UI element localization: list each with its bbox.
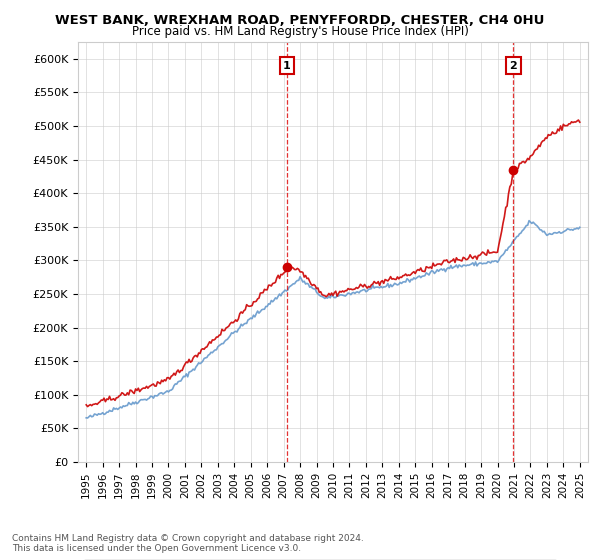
Text: Contains HM Land Registry data © Crown copyright and database right 2024.
This d: Contains HM Land Registry data © Crown c… xyxy=(12,534,364,553)
Text: Price paid vs. HM Land Registry's House Price Index (HPI): Price paid vs. HM Land Registry's House … xyxy=(131,25,469,38)
Text: 1: 1 xyxy=(283,60,290,71)
Text: WEST BANK, WREXHAM ROAD, PENYFFORDD, CHESTER, CH4 0HU: WEST BANK, WREXHAM ROAD, PENYFFORDD, CHE… xyxy=(55,14,545,27)
Text: 2: 2 xyxy=(509,60,517,71)
